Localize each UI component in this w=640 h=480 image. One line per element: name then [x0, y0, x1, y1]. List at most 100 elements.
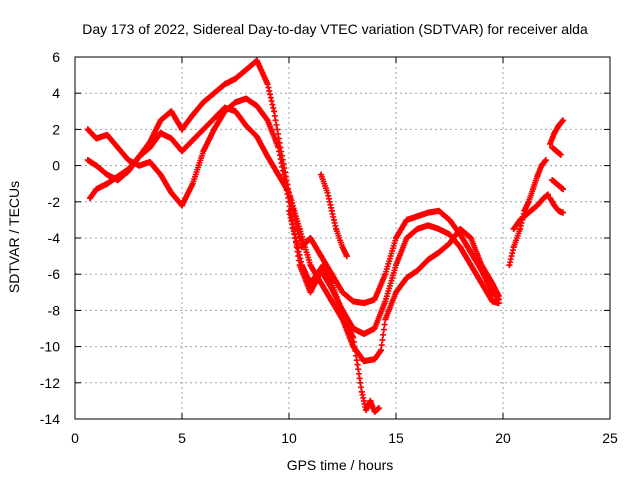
- data-point: [307, 235, 314, 241]
- data-point: [559, 209, 566, 216]
- data-point: [382, 271, 389, 278]
- data-point: [457, 225, 464, 232]
- y-tick-label: -12: [40, 375, 60, 391]
- tick-layer: 0 5 10 15 20 25 -14 -12 -10 -8 -6 -4 -2 0 2 4 6: [40, 49, 618, 446]
- data-point: [84, 126, 91, 133]
- y-tick-label: -2: [48, 194, 61, 210]
- y-tick-label: -8: [48, 302, 61, 318]
- data-point: [360, 358, 367, 365]
- data-point: [253, 133, 260, 140]
- series-trace-j: [549, 177, 566, 193]
- data-point: [555, 207, 562, 214]
- data-point: [253, 57, 260, 64]
- data-point: [371, 325, 378, 332]
- data-point: [104, 180, 111, 187]
- data-point: [414, 225, 421, 232]
- data-point: [510, 225, 517, 232]
- data-point: [542, 157, 549, 164]
- data-point: [307, 262, 314, 269]
- data-point: [495, 300, 502, 307]
- data-point: [414, 213, 421, 220]
- data-point: [393, 235, 399, 241]
- data-point: [157, 117, 164, 124]
- data-point: [243, 122, 250, 129]
- data-point: [264, 153, 271, 160]
- data-layer: [84, 57, 566, 415]
- data-point: [446, 240, 453, 247]
- data-point: [382, 298, 389, 305]
- data-point: [335, 298, 342, 305]
- data-point: [489, 280, 496, 287]
- data-point: [435, 225, 442, 232]
- data-point: [271, 108, 278, 115]
- data-point: [363, 406, 370, 413]
- data-point: [549, 144, 556, 151]
- data-point: [318, 280, 325, 287]
- series-trace-a: [84, 57, 502, 307]
- x-tick-label: 10: [281, 430, 297, 446]
- data-point: [275, 144, 282, 151]
- data-point: [540, 195, 547, 202]
- data-point: [467, 262, 474, 269]
- data-point: [157, 130, 164, 137]
- data-point: [378, 347, 385, 354]
- data-point: [339, 289, 346, 296]
- data-point: [467, 249, 474, 256]
- series-trace-e: [318, 171, 350, 260]
- data-point: [489, 298, 496, 305]
- data-point: [538, 162, 545, 169]
- data-point: [328, 280, 335, 287]
- x-tick-label: 25: [602, 430, 618, 446]
- data-point: [350, 334, 357, 341]
- y-tick-label: 2: [52, 121, 60, 137]
- data-point: [318, 171, 325, 178]
- data-point: [179, 202, 185, 209]
- data-point: [414, 267, 421, 274]
- data-point: [179, 126, 185, 133]
- data-point: [114, 173, 121, 180]
- data-point: [168, 108, 175, 115]
- data-point: [333, 225, 340, 232]
- data-point: [557, 151, 564, 158]
- data-point: [189, 111, 196, 118]
- data-point: [371, 296, 378, 303]
- data-point: [286, 207, 292, 214]
- chart-title: Day 173 of 2022, Sidereal Day-to-day VTE…: [82, 21, 588, 37]
- data-point: [232, 99, 239, 106]
- data-point: [547, 140, 554, 147]
- x-tick-label: 20: [495, 430, 511, 446]
- data-point: [350, 325, 357, 332]
- data-point: [553, 180, 560, 187]
- data-point: [221, 104, 228, 111]
- data-point-markers: [318, 171, 350, 260]
- data-point: [298, 262, 305, 269]
- data-point: [243, 95, 250, 102]
- data-point: [534, 173, 541, 180]
- data-point: [393, 262, 399, 269]
- data-point: [292, 235, 299, 241]
- data-point: [320, 262, 327, 269]
- data-point: [435, 249, 442, 256]
- data-point: [425, 256, 432, 263]
- data-point: [551, 130, 558, 137]
- data-point: [136, 153, 143, 160]
- data-point: [393, 289, 399, 296]
- data-point: [360, 300, 367, 307]
- y-tick-label: -10: [40, 339, 60, 355]
- data-point: [84, 157, 91, 164]
- data-point: [544, 191, 551, 198]
- x-tick-label: 5: [178, 430, 186, 446]
- data-point: [114, 144, 121, 151]
- data-point: [86, 195, 93, 202]
- data-point: [358, 388, 365, 395]
- data-point: [189, 180, 196, 187]
- data-point: [506, 262, 513, 269]
- data-point: [403, 216, 410, 223]
- data-point: [446, 231, 453, 238]
- data-point: [200, 99, 207, 106]
- data-point: [467, 235, 474, 241]
- data-point: [555, 122, 562, 129]
- data-point: [286, 189, 292, 196]
- data-point: [232, 108, 239, 115]
- data-point: [264, 117, 271, 124]
